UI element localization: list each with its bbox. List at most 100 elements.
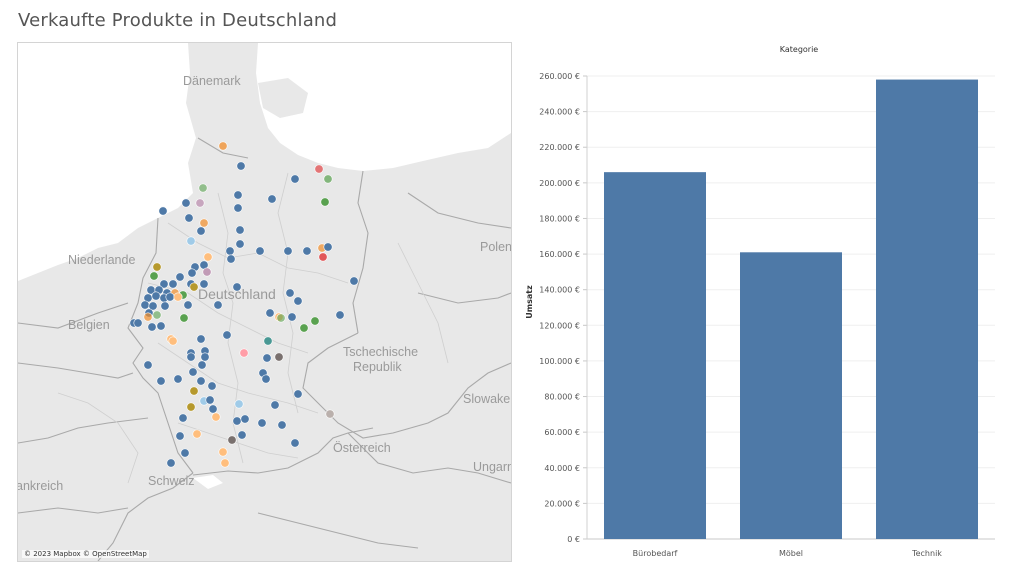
- map-point[interactable]: [235, 225, 245, 235]
- map-point[interactable]: [290, 174, 300, 184]
- map-point[interactable]: [277, 420, 287, 430]
- map-point[interactable]: [186, 352, 196, 362]
- map-point[interactable]: [151, 291, 161, 301]
- map-point[interactable]: [276, 313, 286, 323]
- map-point[interactable]: [178, 413, 188, 423]
- map-points[interactable]: [129, 141, 359, 468]
- map-point[interactable]: [349, 276, 359, 286]
- map-point[interactable]: [220, 458, 230, 468]
- map-point[interactable]: [181, 198, 191, 208]
- map-point[interactable]: [159, 279, 169, 289]
- map-point[interactable]: [233, 190, 243, 200]
- map-point[interactable]: [156, 376, 166, 386]
- map-point[interactable]: [225, 246, 235, 256]
- map-point[interactable]: [200, 352, 210, 362]
- map-point[interactable]: [208, 404, 218, 414]
- map-point[interactable]: [218, 141, 228, 151]
- map-point[interactable]: [173, 374, 183, 384]
- map-point[interactable]: [262, 353, 272, 363]
- map-point[interactable]: [234, 399, 244, 409]
- map-point[interactable]: [325, 409, 335, 419]
- map-point[interactable]: [203, 252, 213, 262]
- map-point[interactable]: [188, 367, 198, 377]
- map-point[interactable]: [226, 254, 236, 264]
- map-point[interactable]: [158, 206, 168, 216]
- map-point[interactable]: [257, 418, 267, 428]
- map-point[interactable]: [165, 292, 175, 302]
- map-point[interactable]: [160, 301, 170, 311]
- map-point[interactable]: [283, 246, 293, 256]
- map-point[interactable]: [205, 395, 215, 405]
- map-point[interactable]: [196, 226, 206, 236]
- map-point[interactable]: [323, 174, 333, 184]
- map-point[interactable]: [287, 312, 297, 322]
- map-point[interactable]: [207, 381, 217, 391]
- map-point[interactable]: [293, 296, 303, 306]
- map-point[interactable]: [180, 448, 190, 458]
- map-point[interactable]: [152, 310, 162, 320]
- bar-0[interactable]: [604, 172, 706, 539]
- map-point[interactable]: [323, 242, 333, 252]
- map-point[interactable]: [186, 236, 196, 246]
- map-point[interactable]: [140, 300, 150, 310]
- map-point[interactable]: [233, 203, 243, 213]
- map-point[interactable]: [184, 213, 194, 223]
- map-point[interactable]: [335, 310, 345, 320]
- map-point[interactable]: [143, 312, 153, 322]
- map-point[interactable]: [196, 334, 206, 344]
- map-point[interactable]: [168, 336, 178, 346]
- map-point[interactable]: [261, 374, 271, 384]
- map-point[interactable]: [265, 308, 275, 318]
- map-point[interactable]: [263, 336, 273, 346]
- map-point[interactable]: [240, 414, 250, 424]
- map-point[interactable]: [218, 447, 228, 457]
- map-point[interactable]: [195, 198, 205, 208]
- map-point[interactable]: [290, 438, 300, 448]
- map-point[interactable]: [320, 197, 330, 207]
- map-point[interactable]: [133, 318, 143, 328]
- map-point[interactable]: [267, 194, 277, 204]
- map-point[interactable]: [168, 279, 178, 289]
- map-canvas[interactable]: Dänemark Niederlande Deutschland Belgien…: [18, 43, 511, 561]
- map-point[interactable]: [270, 400, 280, 410]
- map-point[interactable]: [285, 288, 295, 298]
- map-point[interactable]: [143, 360, 153, 370]
- map-point[interactable]: [199, 218, 209, 228]
- map-point[interactable]: [147, 322, 157, 332]
- map-point[interactable]: [274, 352, 284, 362]
- map-point[interactable]: [187, 268, 197, 278]
- map-point[interactable]: [189, 282, 199, 292]
- map-point[interactable]: [232, 282, 242, 292]
- map-point[interactable]: [293, 389, 303, 399]
- map-point[interactable]: [152, 262, 162, 272]
- map-point[interactable]: [166, 458, 176, 468]
- map-point[interactable]: [255, 246, 265, 256]
- map-point[interactable]: [179, 313, 189, 323]
- bars[interactable]: [604, 79, 978, 540]
- map-point[interactable]: [186, 402, 196, 412]
- bar-2[interactable]: [876, 79, 978, 540]
- map-point[interactable]: [299, 323, 309, 333]
- map-point[interactable]: [310, 316, 320, 326]
- map-point[interactable]: [173, 292, 183, 302]
- bar-1[interactable]: [740, 252, 842, 540]
- map-point[interactable]: [148, 301, 158, 311]
- map-point[interactable]: [236, 161, 246, 171]
- map-point[interactable]: [314, 164, 324, 174]
- map-point[interactable]: [227, 435, 237, 445]
- map-point[interactable]: [175, 272, 185, 282]
- map-point[interactable]: [239, 348, 249, 358]
- map-point[interactable]: [196, 376, 206, 386]
- map-point[interactable]: [232, 416, 242, 426]
- map-point[interactable]: [175, 431, 185, 441]
- map-point[interactable]: [222, 330, 232, 340]
- map-point[interactable]: [302, 246, 312, 256]
- map-point[interactable]: [213, 300, 223, 310]
- map-point[interactable]: [318, 252, 328, 262]
- map-point[interactable]: [189, 386, 199, 396]
- germany-map[interactable]: Dänemark Niederlande Deutschland Belgien…: [17, 42, 512, 562]
- map-point[interactable]: [156, 321, 166, 331]
- map-point[interactable]: [202, 267, 212, 277]
- map-point[interactable]: [197, 360, 207, 370]
- map-point[interactable]: [149, 271, 159, 281]
